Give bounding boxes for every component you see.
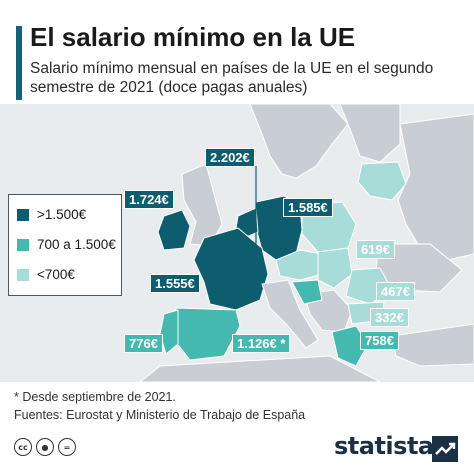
legend-item-low: <700€ bbox=[17, 267, 75, 282]
page-title: El salario mínimo en la UE bbox=[30, 22, 356, 52]
legend-swatch-mid bbox=[17, 238, 29, 251]
legend-label-mid: 700 a 1.500€ bbox=[37, 237, 116, 252]
ireland bbox=[157, 209, 191, 251]
label-hungary: 467€ bbox=[376, 282, 415, 301]
page-subtitle: Salario mínimo mensual en países de la U… bbox=[30, 60, 434, 96]
north-africa bbox=[139, 355, 381, 382]
russia-east bbox=[397, 113, 474, 265]
footer: * Desde septiembre de 2021. Fuentes: Eur… bbox=[0, 382, 474, 474]
header: El salario mínimo en la UE Salario mínim… bbox=[0, 0, 474, 104]
legend-label-high: >1.500€ bbox=[37, 207, 87, 222]
statista-mark-icon bbox=[432, 436, 458, 462]
portugal bbox=[159, 309, 179, 355]
map-svg bbox=[139, 104, 474, 382]
label-bulgaria: 332€ bbox=[370, 308, 409, 327]
slovenia-croatia bbox=[291, 279, 323, 305]
label-luxembourg: 2.202€ bbox=[205, 148, 255, 167]
person-icon[interactable]: ● bbox=[36, 438, 54, 456]
title-accent-bar bbox=[16, 26, 22, 100]
legend-swatch-low bbox=[17, 268, 29, 281]
turkey bbox=[391, 323, 474, 367]
statista-logo-text[interactable]: statista bbox=[334, 432, 434, 460]
footnote: * Desde septiembre de 2021. bbox=[14, 390, 176, 404]
legend-label-low: <700€ bbox=[37, 267, 75, 282]
cc-icon[interactable]: cc bbox=[14, 438, 32, 456]
license-icons: cc ● = bbox=[14, 438, 80, 456]
spain bbox=[175, 307, 241, 361]
baltic-land bbox=[357, 161, 407, 201]
label-spain: 1.126€ * bbox=[232, 334, 291, 353]
label-germany: 1.585€ bbox=[283, 198, 333, 217]
label-greece: 758€ bbox=[360, 331, 399, 350]
label-ireland: 1.724€ bbox=[124, 190, 174, 209]
label-poland: 619€ bbox=[356, 240, 395, 259]
italy bbox=[261, 279, 319, 349]
label-france: 1.555€ bbox=[150, 274, 200, 293]
legend-item-high: >1.500€ bbox=[17, 207, 86, 222]
europe-map: >1.500€ 700 a 1.500€ <700€ 2.202€ 1.724€… bbox=[0, 104, 474, 382]
legend-swatch-high bbox=[17, 208, 29, 221]
black-sea bbox=[402, 298, 458, 330]
legend-item-mid: 700 a 1.500€ bbox=[17, 237, 116, 252]
equals-icon[interactable]: = bbox=[58, 438, 76, 456]
sources: Fuentes: Eurostat y Ministerio de Trabaj… bbox=[14, 408, 306, 422]
statista-logo-mark bbox=[432, 436, 458, 462]
hungary-slovakia bbox=[317, 247, 353, 289]
scandinavia bbox=[249, 104, 349, 179]
greece bbox=[331, 325, 369, 367]
label-portugal: 776€ bbox=[124, 334, 163, 353]
finland bbox=[339, 104, 401, 163]
map-legend: >1.500€ 700 a 1.500€ <700€ bbox=[8, 194, 122, 296]
france bbox=[193, 227, 269, 311]
